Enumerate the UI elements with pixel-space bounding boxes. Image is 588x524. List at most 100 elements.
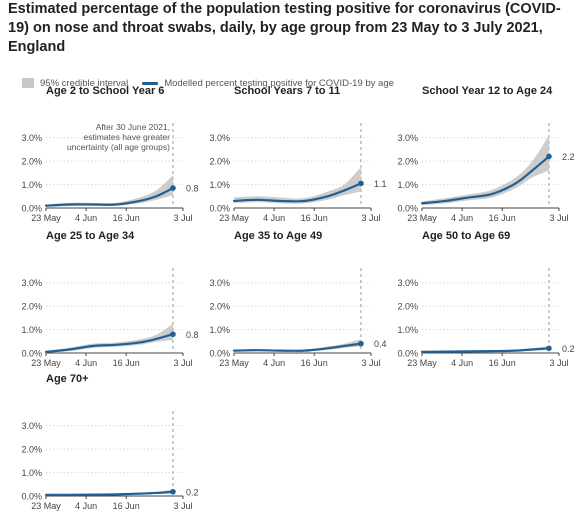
x-tick-label: 23 May	[31, 358, 61, 368]
panel-title: School Year 12 to Age 24	[422, 85, 553, 97]
panel-3: School Year 12 to Age 24 0.0% 1.0% 2.0% 3.0%…	[397, 85, 574, 223]
x-tick-label: 16 Jun	[489, 358, 516, 368]
end-point-marker	[358, 180, 364, 187]
end-value-label: 1.1	[374, 179, 387, 189]
uncertainty-annotation-line: estimates have greater	[84, 132, 171, 142]
end-point-marker	[170, 331, 176, 338]
end-point-marker	[170, 488, 176, 495]
end-value-label: 0.4	[374, 339, 387, 349]
y-tick-label: 2.0%	[397, 157, 418, 167]
panel-title: Age 25 to Age 34	[46, 230, 135, 242]
credible-interval-band	[46, 323, 173, 353]
x-tick-label: 23 May	[219, 358, 249, 368]
x-tick-label: 3 Jul	[549, 213, 568, 223]
x-tick-label: 3 Jul	[549, 358, 568, 368]
y-tick-label: 1.0%	[209, 325, 230, 335]
end-value-label: 2.2	[562, 152, 575, 162]
y-tick-label: 3.0%	[21, 421, 42, 431]
x-tick-label: 4 Jun	[263, 358, 285, 368]
modelled-line	[232, 342, 363, 352]
x-tick-label: 4 Jun	[75, 358, 97, 368]
y-tick-label: 0.0%	[21, 492, 42, 502]
x-tick-label: 16 Jun	[113, 501, 140, 511]
x-tick-label: 23 May	[407, 213, 437, 223]
end-value-label: 0.2	[186, 487, 199, 497]
panel-1: Age 2 to School Year 6 0.0% 1.0% 2.0% 3.0% 23…	[21, 85, 198, 223]
x-tick-label: 3 Jul	[173, 358, 192, 368]
modelled-line-swatch	[142, 81, 159, 85]
panel-4: Age 25 to Age 34 0.0% 1.0% 2.0% 3.0% 23 May 4 …	[21, 230, 198, 368]
x-tick-label: 23 May	[219, 213, 249, 223]
y-tick-label: 0.0%	[209, 204, 230, 214]
end-point-marker	[546, 153, 552, 160]
y-tick-label: 3.0%	[21, 278, 42, 288]
panel-title: Age 50 to Age 69	[422, 230, 510, 242]
x-tick-label: 4 Jun	[75, 501, 97, 511]
y-tick-label: 3.0%	[397, 133, 418, 143]
panel-7: Age 70+ 0.0% 1.0% 2.0% 3.0% 23 May 4 Jun 16 Jun…	[21, 373, 198, 511]
y-tick-label: 1.0%	[209, 180, 230, 190]
y-tick-label: 1.0%	[21, 468, 42, 478]
y-tick-label: 2.0%	[397, 302, 418, 312]
panel-title: Age 70+	[46, 373, 89, 385]
end-value-label: 0.8	[186, 184, 199, 194]
x-tick-label: 16 Jun	[113, 358, 140, 368]
y-tick-label: 2.0%	[209, 302, 230, 312]
y-tick-label: 3.0%	[397, 278, 418, 288]
legend-interval-label: 95% credible interval	[40, 77, 129, 89]
x-tick-label: 16 Jun	[301, 358, 328, 368]
x-tick-label: 4 Jun	[263, 213, 285, 223]
y-tick-label: 1.0%	[21, 180, 42, 190]
legend-item-interval: 95% credible interval	[22, 78, 128, 89]
y-tick-label: 2.0%	[21, 302, 42, 312]
x-tick-label: 23 May	[31, 213, 61, 223]
x-tick-label: 3 Jul	[361, 358, 380, 368]
y-tick-label: 3.0%	[21, 133, 42, 143]
y-tick-label: 1.0%	[397, 180, 418, 190]
x-tick-label: 16 Jun	[301, 213, 328, 223]
panel-title: Age 2 to School Year 6	[46, 85, 164, 97]
x-tick-label: 4 Jun	[451, 358, 473, 368]
uncertainty-annotation-line: uncertainty (all age groups)	[67, 142, 170, 152]
panel-title: Age 35 to Age 49	[234, 230, 322, 242]
panel-2: School Years 7 to 11 0.0% 1.0% 2.0% 3.0% 23 M…	[209, 85, 386, 223]
credible-interval-swatch	[22, 78, 34, 88]
end-value-label: 0.2	[562, 344, 575, 354]
modelled-line	[420, 155, 551, 205]
panel-6: Age 50 to Age 69 0.0% 1.0% 2.0% 3.0% 23 May 4 …	[397, 230, 574, 368]
y-tick-label: 2.0%	[209, 157, 230, 167]
credible-interval-band	[46, 175, 173, 207]
y-tick-label: 3.0%	[209, 278, 230, 288]
x-tick-label: 4 Jun	[451, 213, 473, 223]
legend: 95% credible interval Modelled percent t…	[22, 76, 408, 90]
credible-interval-band	[234, 166, 361, 204]
panel-title: School Years 7 to 11	[234, 85, 340, 97]
y-tick-label: 0.0%	[209, 349, 230, 359]
modelled-line	[420, 347, 551, 353]
panel-5: Age 35 to Age 49 0.0% 1.0% 2.0% 3.0% 23 May 4 …	[209, 230, 386, 368]
x-tick-label: 3 Jul	[173, 213, 192, 223]
legend-item-line: Modelled percent testing positive for CO…	[142, 78, 394, 89]
x-tick-label: 16 Jun	[489, 213, 516, 223]
y-tick-label: 0.0%	[397, 204, 418, 214]
x-tick-label: 3 Jul	[361, 213, 380, 223]
modelled-line	[44, 490, 175, 496]
y-tick-label: 0.0%	[21, 349, 42, 359]
y-tick-label: 0.0%	[21, 204, 42, 214]
y-tick-label: 2.0%	[21, 445, 42, 455]
y-tick-label: 1.0%	[397, 325, 418, 335]
chart-title: Estimated percentage of the population t…	[8, 1, 561, 55]
end-point-marker	[546, 345, 552, 352]
modelled-line	[44, 186, 175, 207]
end-point-marker	[170, 185, 176, 191]
x-tick-label: 3 Jul	[173, 501, 192, 511]
y-tick-label: 3.0%	[209, 133, 230, 143]
end-point-marker	[358, 340, 364, 347]
x-tick-label: 4 Jun	[75, 213, 97, 223]
modelled-line	[232, 182, 363, 203]
x-tick-label: 23 May	[407, 358, 437, 368]
x-tick-label: 23 May	[31, 501, 61, 511]
x-tick-label: 16 Jun	[113, 213, 140, 223]
uncertainty-annotation-line: After 30 June 2021,	[96, 122, 170, 132]
